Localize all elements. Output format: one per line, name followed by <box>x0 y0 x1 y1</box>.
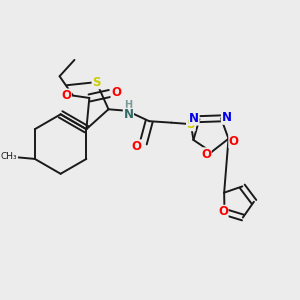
Text: S: S <box>92 76 100 88</box>
Text: O: O <box>229 135 239 148</box>
Text: S: S <box>187 118 195 131</box>
Text: CH₃: CH₃ <box>1 152 17 161</box>
Text: O: O <box>61 89 71 102</box>
Text: O: O <box>201 148 211 161</box>
Text: O: O <box>218 206 228 218</box>
Text: N: N <box>123 108 134 122</box>
Text: N: N <box>189 112 199 125</box>
Text: O: O <box>132 140 142 153</box>
Text: O: O <box>111 86 121 99</box>
Text: N: N <box>221 111 231 124</box>
Text: H: H <box>124 100 132 110</box>
